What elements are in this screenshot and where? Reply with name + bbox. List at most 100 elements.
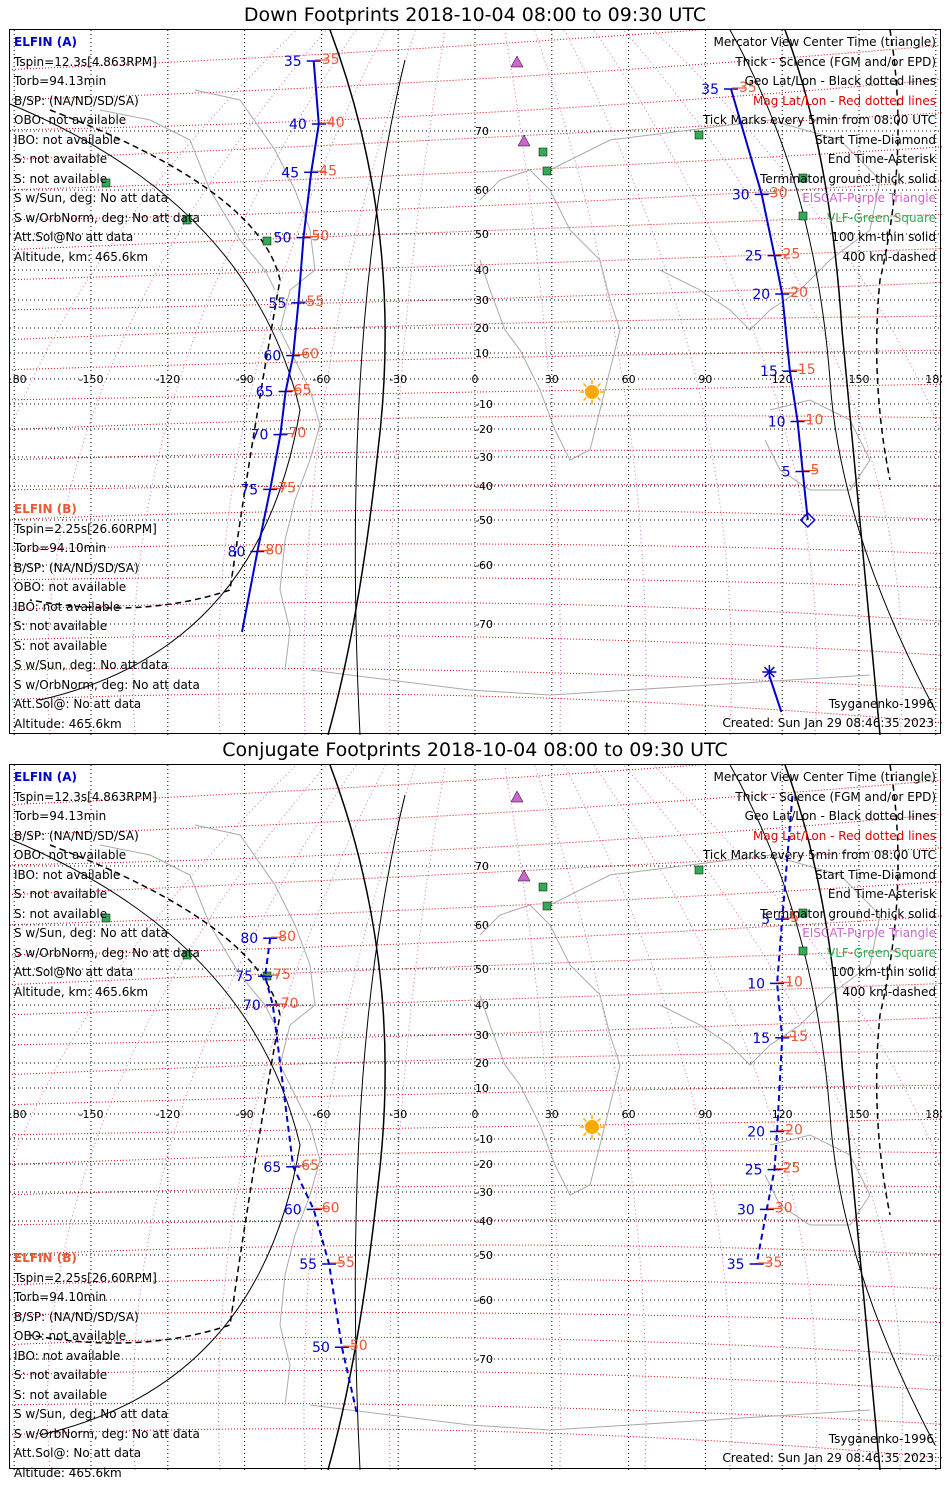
- eiscat-triangle-icon: [517, 134, 531, 147]
- lon-tick-label: -30: [389, 1108, 407, 1121]
- lat-tick-label: -70: [475, 618, 493, 631]
- elfin-a-tick-label: 5: [761, 912, 770, 928]
- elfin-b-tick-label: 45: [319, 163, 337, 179]
- elfin-b-torb: Torb=94.10min: [14, 1290, 107, 1304]
- mag-latitude-line: [10, 1050, 942, 1076]
- mag-meridian-line: [504, 30, 562, 735]
- mag-latitude-line: [10, 881, 942, 926]
- mag-latitude-line: [10, 349, 942, 371]
- vlf-square-icon: [694, 865, 704, 875]
- mag-latitude-line: [10, 813, 942, 866]
- elfin-a-tick-label: 65: [263, 1160, 281, 1176]
- mag-latitude-line: [10, 1428, 942, 1459]
- eiscat-triangle-icon: [517, 869, 531, 882]
- lon-tick-label: -180: [10, 1108, 27, 1121]
- model-label: Tsyganenko-1996: [828, 1432, 934, 1446]
- coastline: [194, 824, 321, 1406]
- vlf-square-icon: [798, 211, 808, 221]
- mag-latitude-line: [10, 667, 942, 690]
- terminator-100km-line: [354, 794, 406, 1470]
- lat-tick-label: 30: [475, 294, 489, 307]
- elfin-a-track-line: [755, 795, 794, 1265]
- elfin-b-tick-label: 50: [350, 1338, 368, 1354]
- elfin-b-tick-label: 25: [783, 1161, 801, 1177]
- coastline: [309, 669, 871, 696]
- lon-tick-label: -90: [236, 373, 254, 386]
- coastline: [194, 89, 321, 671]
- lat-tick-label: 40: [475, 999, 489, 1012]
- elfin-a-tick-label: 25: [745, 249, 763, 265]
- elfin-b-tick-label: 55: [337, 1255, 355, 1271]
- lat-tick-label: 20: [475, 1057, 489, 1070]
- boundary-400km-line: [875, 765, 899, 1216]
- lon-tick-label: -120: [155, 373, 180, 386]
- vlf-square-icon: [542, 901, 552, 911]
- elfin-a-obo: OBO: not available: [14, 848, 127, 862]
- elfin-b-tick-label: 65: [294, 383, 312, 399]
- legend-item: Terminator ground-thick solid: [760, 906, 936, 921]
- terminator-line: [327, 765, 386, 1470]
- mag-latitude-line: [10, 146, 942, 191]
- start-time-diamond-icon: [799, 511, 816, 529]
- legend-item: End Time-Asterisk: [827, 887, 936, 901]
- mag-latitude-line: [10, 948, 942, 986]
- lon-tick-label: 60: [622, 1108, 636, 1121]
- lat-tick-label: -50: [475, 514, 493, 527]
- lon-tick-label: 120: [772, 373, 793, 386]
- elfin-b-info: ELFIN (B) Tspin=2.25s[26.60RPM] Torb=94.…: [14, 1249, 200, 1483]
- mag-latitude-line: [10, 601, 942, 622]
- terminator-100km-line: [729, 765, 936, 1446]
- coastline: [99, 109, 276, 291]
- elfin-a-tick-label: 75: [240, 482, 258, 498]
- down-footprints-map: -180 -150 -120 -90 -60 -30 0 30 60 90 120 150 180 70 6…: [9, 29, 942, 735]
- legend-item: End Time-Asterisk: [827, 152, 936, 166]
- lat-tick-label: -10: [475, 1133, 493, 1146]
- created-label: Created: Sun Jan 29 08:46:35 2023: [722, 1451, 934, 1465]
- lon-tick-label: 0: [472, 373, 479, 386]
- mag-latitude-line: [10, 1402, 942, 1425]
- created-label: Created: Sun Jan 29 08:46:35 2023: [722, 716, 934, 730]
- mag-latitude-line: [10, 693, 942, 724]
- elfin-b-tick-label: 70: [288, 426, 306, 442]
- lon-tick-label: 0: [472, 1108, 479, 1121]
- lat-tick-label: -30: [475, 1186, 493, 1199]
- mag-latitude-line: [10, 78, 942, 131]
- elfin-b-attsol: Att.Sol@: No att data: [14, 697, 142, 711]
- conjugate-footprints-map: -180 -150 -120 -90 -60 -30 0 30 60 90 120 150 180 70 6…: [9, 764, 942, 1480]
- mag-latitude-line: [10, 180, 942, 221]
- mag-meridian-line: [533, 765, 647, 1470]
- terminator-100km-line: [354, 59, 406, 735]
- lon-tick-label: -60: [312, 1108, 330, 1121]
- legend-item: Mag Lat/Lon - Red dotted lines: [752, 828, 936, 843]
- elfin-b-tick-label: 35: [765, 1255, 783, 1271]
- legend-item: 100 km-thin solid: [831, 230, 936, 244]
- mag-latitude-line: [10, 484, 942, 491]
- elfin-b-tick-label: 75: [273, 967, 291, 983]
- mag-meridian-line: [504, 765, 562, 1470]
- elfin-a-tick-label: 45: [281, 165, 299, 181]
- terminator-line: [784, 30, 881, 735]
- mag-meridian-line: [533, 30, 647, 735]
- elfin-a-tick-label: 25: [745, 1163, 763, 1179]
- elfin-b-tspin: Tspin=2.25s[26.60RPM]: [14, 521, 157, 536]
- elfin-b-orbnorm: S w/OrbNorm, deg: No att data: [14, 677, 200, 692]
- elfin-b-tick-label: 15: [790, 1029, 808, 1045]
- elfin-b-header: ELFIN (B): [14, 502, 77, 516]
- elfin-b-obo: OBO: not available: [14, 580, 127, 594]
- sun-icon: [585, 385, 599, 399]
- mag-latitude-line: [10, 1311, 942, 1324]
- boundary-100km-line: [10, 103, 301, 701]
- elfin-a-s1: S: not available: [14, 887, 108, 901]
- terminator-line: [784, 765, 881, 1470]
- elfin-a-altitude: Altitude, km: 465.6km: [14, 249, 149, 264]
- mag-latitude-line: [10, 213, 942, 251]
- lat-tick-label: -60: [475, 1294, 493, 1307]
- elfin-b-orbnorm: S w/OrbNorm, deg: No att data: [14, 1426, 200, 1441]
- elfin-b-bsp: B/SP: (NA/ND/SD/SA): [14, 560, 139, 575]
- vlf-square-icon: [538, 882, 548, 892]
- elfin-a-header: ELFIN (A): [14, 770, 77, 784]
- vlf-square-icon: [542, 166, 552, 176]
- lat-tick-label: 10: [475, 1082, 489, 1095]
- elfin-a-tick-label: 70: [243, 998, 261, 1014]
- legend-item: Thick - Science (FGM and/or EPD): [735, 789, 936, 804]
